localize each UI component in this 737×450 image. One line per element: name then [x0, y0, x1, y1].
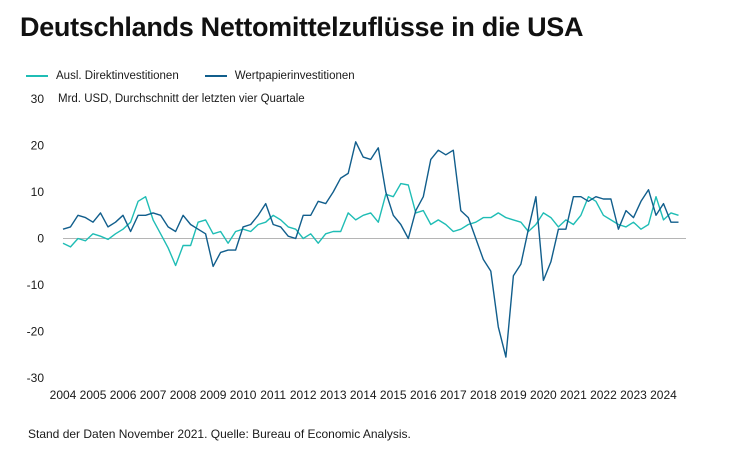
x-tick-label: 2018	[470, 388, 497, 402]
x-tick-label: 2023	[620, 388, 647, 402]
x-tick-label: 2021	[560, 388, 587, 402]
x-tick-label: 2022	[590, 388, 617, 402]
x-tick-label: 2008	[170, 388, 197, 402]
x-tick-label: 2013	[320, 388, 347, 402]
x-tick-label: 2005	[80, 388, 107, 402]
x-tick-label: 2024	[650, 388, 677, 402]
y-tick-label: -30	[27, 371, 45, 385]
legend-label-wertpapierinvestitionen: Wertpapierinvestitionen	[234, 70, 355, 82]
x-tick-label: 2010	[230, 388, 257, 402]
x-tick-label: 2019	[500, 388, 527, 402]
chart-title: Deutschlands Nettomittelzuflüsse in die …	[20, 12, 584, 42]
y-tick-label: 10	[31, 185, 45, 199]
x-tick-label: 2007	[140, 388, 167, 402]
x-tick-label: 2009	[200, 388, 227, 402]
legend-item-direktinvestitionen: Ausl. Direktinvestitionen	[26, 70, 179, 82]
x-tick-label: 2020	[530, 388, 557, 402]
x-tick-label: 2004	[50, 388, 77, 402]
legend: Ausl. Direktinvestitionen Wertpapierinve…	[26, 70, 355, 82]
legend-swatch-wertpapierinvestitionen	[204, 75, 227, 77]
y-tick-label: 0	[37, 232, 44, 246]
series-line-direktinvestitionen	[62, 182, 679, 267]
series-line-wertpapierinvestitionen	[62, 141, 679, 358]
y-tick-label: -20	[27, 325, 45, 339]
x-tick-label: 2017	[440, 388, 467, 402]
y-tick-label: 30	[31, 92, 45, 106]
x-tick-label: 2012	[290, 388, 317, 402]
legend-label-direktinvestitionen: Ausl. Direktinvestitionen	[56, 70, 179, 82]
unit-label: Mrd. USD, Durchschnitt der letzten vier …	[58, 93, 305, 105]
legend-swatch-direktinvestitionen	[26, 75, 48, 77]
legend-item-wertpapierinvestitionen: Wertpapierinvestitionen	[204, 70, 355, 82]
source-note: Stand der Daten November 2021. Quelle: B…	[28, 427, 411, 441]
x-tick-label: 2016	[410, 388, 437, 402]
x-tick-label: 2015	[380, 388, 407, 402]
y-tick-label: -10	[27, 278, 45, 292]
y-tick-label: 20	[31, 139, 45, 153]
x-tick-label: 2006	[110, 388, 137, 402]
x-tick-label: 2011	[260, 388, 286, 402]
x-tick-label: 2014	[350, 388, 377, 402]
